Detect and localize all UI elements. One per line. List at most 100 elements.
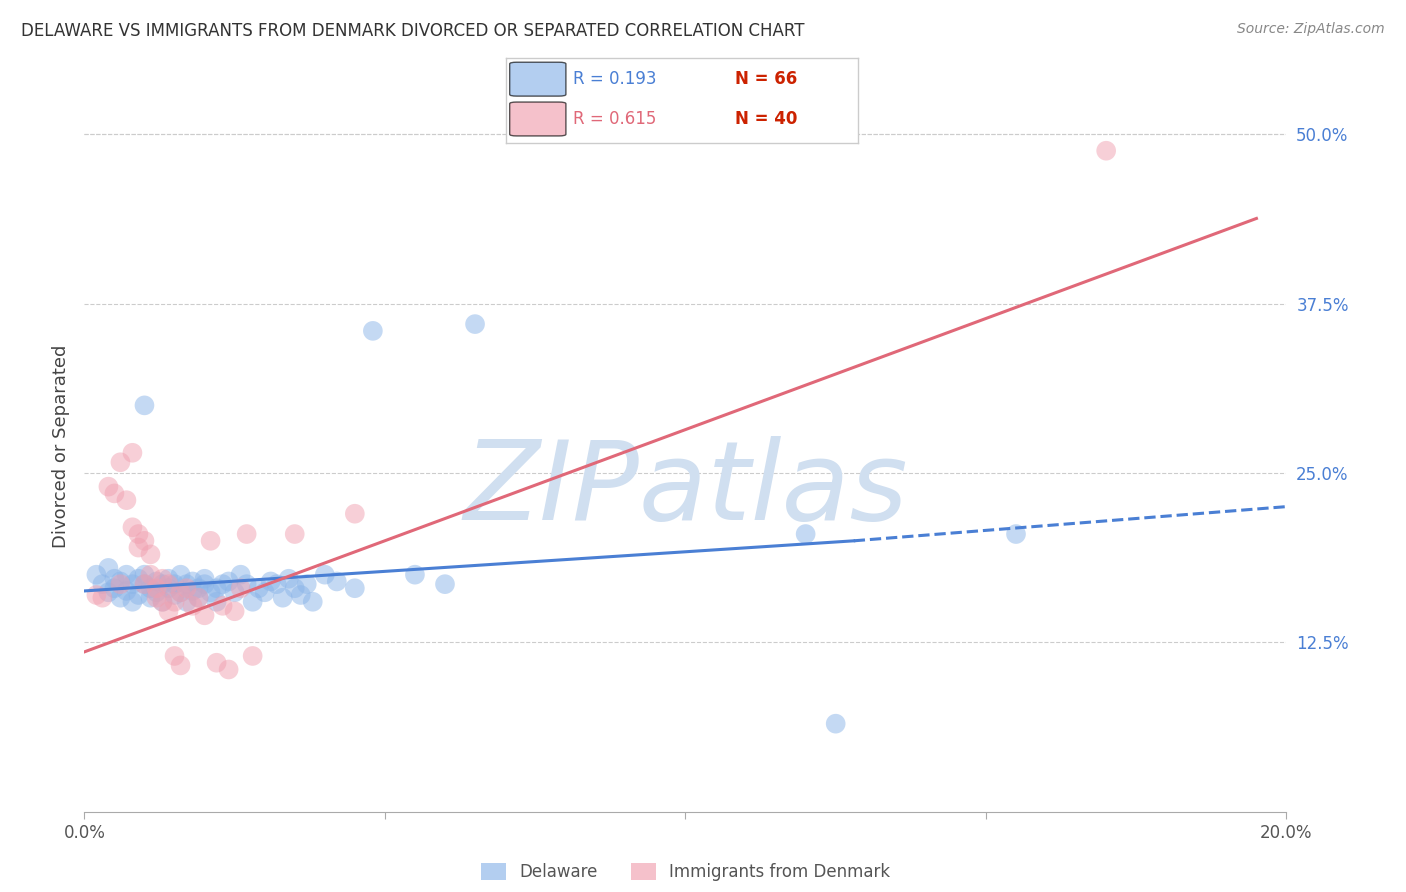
- Point: [242, 648, 264, 663]
- Point: [169, 585, 191, 599]
- Text: Source: ZipAtlas.com: Source: ZipAtlas.com: [1237, 22, 1385, 37]
- FancyBboxPatch shape: [509, 102, 565, 136]
- Point: [277, 572, 299, 586]
- Point: [110, 455, 132, 469]
- Point: [134, 567, 156, 582]
- Point: [181, 574, 204, 589]
- Point: [242, 595, 264, 609]
- Point: [361, 324, 384, 338]
- Point: [200, 585, 222, 599]
- Point: [187, 591, 209, 605]
- Point: [97, 585, 120, 599]
- Point: [169, 567, 191, 582]
- Point: [1095, 144, 1118, 158]
- Point: [301, 595, 323, 609]
- Point: [121, 595, 143, 609]
- Point: [152, 577, 174, 591]
- Point: [271, 591, 294, 605]
- Point: [284, 527, 307, 541]
- Point: [145, 574, 167, 589]
- Point: [224, 604, 246, 618]
- Point: [134, 577, 156, 591]
- Point: [163, 648, 186, 663]
- Point: [152, 595, 174, 609]
- Text: N = 40: N = 40: [734, 110, 797, 128]
- Point: [163, 588, 186, 602]
- Point: [343, 507, 366, 521]
- Point: [169, 585, 191, 599]
- Text: N = 66: N = 66: [734, 70, 797, 88]
- Point: [115, 583, 138, 598]
- Point: [110, 591, 132, 605]
- Point: [139, 567, 162, 582]
- Point: [794, 527, 817, 541]
- Point: [211, 599, 233, 613]
- Point: [103, 486, 125, 500]
- Point: [229, 581, 252, 595]
- Text: ZIPatlas: ZIPatlas: [463, 436, 908, 543]
- Point: [229, 567, 252, 582]
- Point: [91, 577, 114, 591]
- Point: [97, 480, 120, 494]
- Point: [163, 595, 186, 609]
- Point: [176, 595, 198, 609]
- Text: R = 0.193: R = 0.193: [574, 70, 657, 88]
- Point: [134, 533, 156, 548]
- Point: [181, 583, 204, 598]
- Point: [157, 572, 180, 586]
- Point: [224, 585, 246, 599]
- Point: [181, 599, 204, 613]
- Point: [103, 581, 125, 595]
- Point: [290, 588, 312, 602]
- Point: [91, 591, 114, 605]
- Point: [157, 581, 180, 595]
- Point: [157, 577, 180, 591]
- Point: [187, 591, 209, 605]
- Point: [194, 572, 217, 586]
- Point: [194, 608, 217, 623]
- Point: [86, 588, 108, 602]
- Text: R = 0.615: R = 0.615: [574, 110, 657, 128]
- Point: [434, 577, 457, 591]
- Point: [163, 577, 186, 591]
- Point: [127, 541, 149, 555]
- Point: [464, 317, 486, 331]
- Point: [824, 716, 846, 731]
- Point: [121, 577, 143, 591]
- Point: [134, 577, 156, 591]
- Point: [1005, 527, 1028, 541]
- Point: [121, 446, 143, 460]
- Point: [200, 533, 222, 548]
- Point: [266, 577, 288, 591]
- Point: [134, 398, 156, 412]
- Point: [152, 595, 174, 609]
- Point: [235, 527, 257, 541]
- Point: [176, 577, 198, 591]
- Point: [284, 581, 307, 595]
- Point: [326, 574, 349, 589]
- Point: [115, 567, 138, 582]
- Point: [260, 574, 283, 589]
- Legend: Delaware, Immigrants from Denmark: Delaware, Immigrants from Denmark: [474, 856, 897, 888]
- Point: [205, 656, 228, 670]
- Point: [139, 547, 162, 561]
- Point: [218, 663, 240, 677]
- Point: [139, 581, 162, 595]
- Point: [86, 567, 108, 582]
- Y-axis label: Divorced or Separated: Divorced or Separated: [52, 344, 70, 548]
- Point: [127, 572, 149, 586]
- Point: [110, 577, 132, 591]
- FancyBboxPatch shape: [509, 62, 565, 96]
- Point: [343, 581, 366, 595]
- Point: [253, 585, 276, 599]
- Point: [127, 588, 149, 602]
- Point: [97, 561, 120, 575]
- Point: [314, 567, 336, 582]
- Point: [152, 572, 174, 586]
- Point: [211, 577, 233, 591]
- Point: [121, 520, 143, 534]
- Point: [103, 572, 125, 586]
- Point: [139, 591, 162, 605]
- Point: [176, 581, 198, 595]
- Text: DELAWARE VS IMMIGRANTS FROM DENMARK DIVORCED OR SEPARATED CORRELATION CHART: DELAWARE VS IMMIGRANTS FROM DENMARK DIVO…: [21, 22, 804, 40]
